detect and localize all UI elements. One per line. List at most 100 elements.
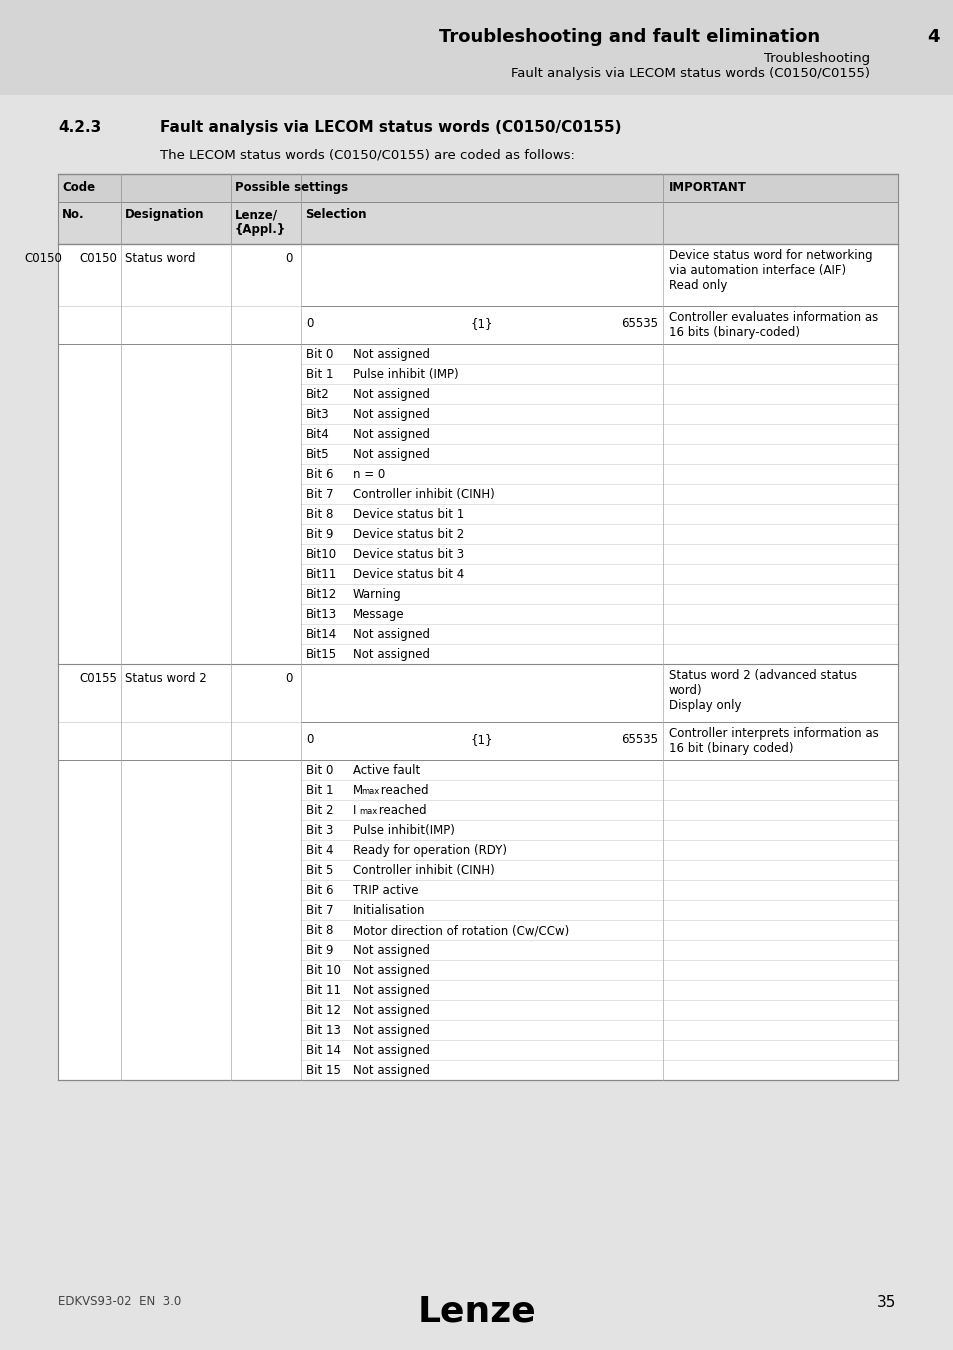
Text: 4.2.3: 4.2.3 [58, 120, 101, 135]
Text: Not assigned: Not assigned [353, 448, 430, 460]
Bar [58, 444, 897, 464]
Bar [58, 585, 897, 603]
Text: Bit 10: Bit 10 [306, 964, 340, 977]
Bar [58, 860, 897, 880]
Bar [58, 244, 897, 306]
Text: Bit 0: Bit 0 [306, 764, 333, 778]
Text: Lenze/
{Appl.}: Lenze/ {Appl.} [234, 208, 286, 236]
Text: I: I [353, 805, 356, 817]
Text: Troubleshooting and fault elimination: Troubleshooting and fault elimination [438, 28, 820, 46]
Text: Bit 5: Bit 5 [306, 864, 333, 878]
Text: Bit 7: Bit 7 [306, 904, 334, 917]
Text: Bit 2: Bit 2 [306, 805, 334, 817]
Text: Not assigned: Not assigned [353, 964, 430, 977]
Bar [58, 202, 897, 244]
Text: Not assigned: Not assigned [353, 1004, 430, 1017]
Bar [58, 524, 897, 544]
Text: Bit4: Bit4 [306, 428, 330, 441]
Bar [58, 919, 897, 940]
Text: Device status bit 4: Device status bit 4 [353, 568, 464, 580]
Text: Bit 12: Bit 12 [306, 1004, 340, 1017]
Bar [58, 880, 897, 900]
Text: Not assigned: Not assigned [353, 984, 430, 998]
Text: Fault analysis via LECOM status words (C0150/C0155): Fault analysis via LECOM status words (C… [511, 68, 869, 80]
Text: Not assigned: Not assigned [353, 387, 430, 401]
Text: Bit 8: Bit 8 [306, 923, 333, 937]
Text: Bit 3: Bit 3 [306, 824, 333, 837]
Text: The LECOM status words (C0150/C0155) are coded as follows:: The LECOM status words (C0150/C0155) are… [160, 148, 575, 161]
Bar [58, 306, 897, 344]
Text: Device status bit 1: Device status bit 1 [353, 508, 464, 521]
Bar [58, 364, 897, 383]
Bar [58, 840, 897, 860]
Bar [58, 504, 897, 524]
Text: Status word: Status word [125, 252, 195, 265]
Text: Controller evaluates information as
16 bits (binary-coded): Controller evaluates information as 16 b… [668, 310, 878, 339]
Bar [58, 404, 897, 424]
Text: Controller inhibit (CINH): Controller inhibit (CINH) [353, 487, 495, 501]
Bar [58, 664, 897, 722]
Text: Bit 0: Bit 0 [306, 348, 333, 360]
Text: Controller inhibit (CINH): Controller inhibit (CINH) [353, 864, 495, 878]
Bar [58, 624, 897, 644]
Text: Bit11: Bit11 [306, 568, 337, 580]
Text: Motor direction of rotation (Cw/CCw): Motor direction of rotation (Cw/CCw) [353, 923, 569, 937]
Text: Bit 6: Bit 6 [306, 884, 334, 896]
Text: 4: 4 [926, 28, 939, 46]
Text: Message: Message [353, 608, 404, 621]
Text: No.: No. [62, 208, 85, 221]
Bar [58, 464, 897, 485]
Text: C0150: C0150 [79, 252, 117, 265]
Bar [58, 960, 897, 980]
Text: Bit12: Bit12 [306, 589, 337, 601]
Bar [58, 722, 897, 760]
Text: Not assigned: Not assigned [353, 944, 430, 957]
Text: Pulse inhibit(IMP): Pulse inhibit(IMP) [353, 824, 455, 837]
Text: 0: 0 [306, 733, 313, 747]
Text: Bit 14: Bit 14 [306, 1044, 340, 1057]
Text: Bit 8: Bit 8 [306, 508, 333, 521]
Text: reached: reached [375, 805, 426, 817]
Text: IMPORTANT: IMPORTANT [668, 181, 746, 194]
Text: Initialisation: Initialisation [353, 904, 425, 917]
Text: Status word 2: Status word 2 [125, 672, 207, 684]
Text: Bit 15: Bit 15 [306, 1064, 340, 1077]
Bar [58, 383, 897, 404]
Text: Bit14: Bit14 [306, 628, 337, 641]
Text: Bit 9: Bit 9 [306, 944, 334, 957]
Text: Not assigned: Not assigned [353, 1044, 430, 1057]
Text: Code: Code [62, 181, 95, 194]
Bar [0, 0, 953, 95]
Text: max: max [358, 807, 376, 815]
Text: Bit 4: Bit 4 [306, 844, 334, 857]
Text: Bit 1: Bit 1 [306, 369, 334, 381]
Text: Not assigned: Not assigned [353, 628, 430, 641]
Text: EDKVS93-02  EN  3.0: EDKVS93-02 EN 3.0 [58, 1295, 181, 1308]
Text: Not assigned: Not assigned [353, 348, 430, 360]
Bar [58, 344, 897, 364]
Text: Bit15: Bit15 [306, 648, 336, 662]
Text: Designation: Designation [125, 208, 204, 221]
Text: 0: 0 [285, 252, 293, 265]
Bar [58, 801, 897, 819]
Text: Selection: Selection [305, 208, 366, 221]
Text: Fault analysis via LECOM status words (C0150/C0155): Fault analysis via LECOM status words (C… [160, 120, 620, 135]
Text: Device status bit 2: Device status bit 2 [353, 528, 464, 541]
Bar [58, 544, 897, 564]
Text: Bit3: Bit3 [306, 408, 330, 421]
Text: Active fault: Active fault [353, 764, 420, 778]
Bar [58, 760, 897, 780]
Text: TRIP active: TRIP active [353, 884, 418, 896]
Text: Bit5: Bit5 [306, 448, 330, 460]
Text: Controller interprets information as
16 bit (binary coded): Controller interprets information as 16 … [668, 728, 878, 755]
Text: Device status word for networking
via automation interface (AIF)
Read only: Device status word for networking via au… [668, 248, 872, 292]
Text: Troubleshooting: Troubleshooting [763, 53, 869, 65]
Text: Not assigned: Not assigned [353, 1025, 430, 1037]
Text: Device status bit 3: Device status bit 3 [353, 548, 464, 562]
Text: 0: 0 [285, 672, 293, 684]
Text: Not assigned: Not assigned [353, 408, 430, 421]
Bar [58, 424, 897, 444]
Text: Bit10: Bit10 [306, 548, 336, 562]
Text: n = 0: n = 0 [353, 468, 385, 481]
Bar [58, 1060, 897, 1080]
